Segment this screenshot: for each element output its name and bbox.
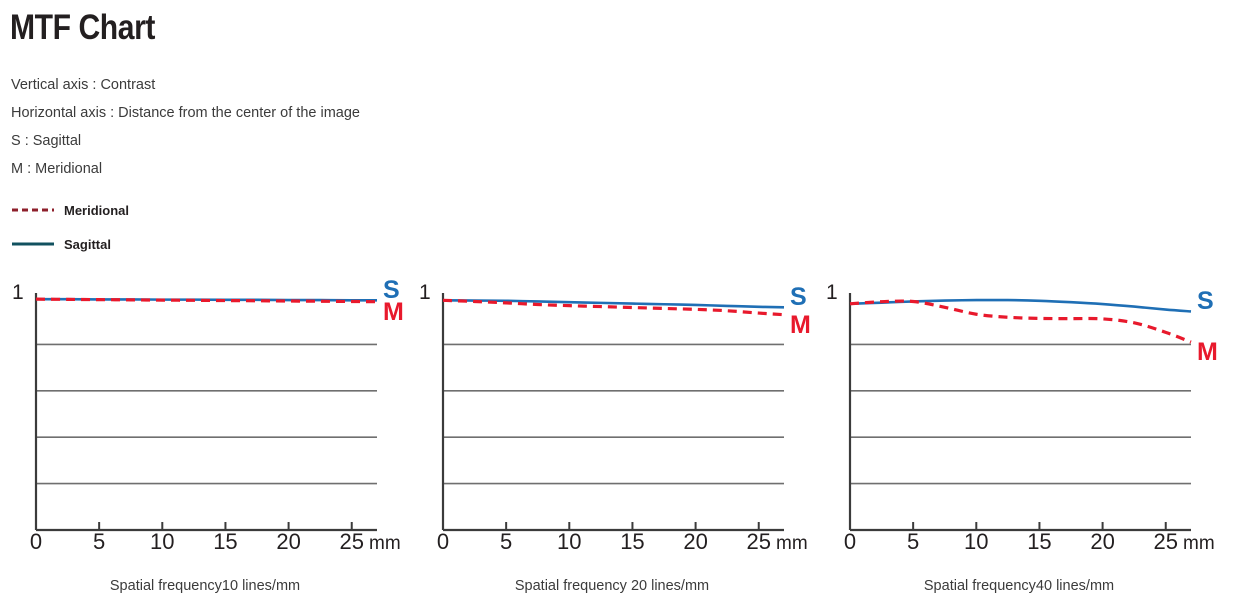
legend-label-meridional: Meridional	[64, 202, 130, 218]
x-tick-label: 10	[557, 529, 582, 554]
curve-tag-s: S	[383, 276, 400, 305]
x-tick-label: 25	[339, 529, 364, 554]
y-axis-max-label-1: 1	[12, 281, 24, 304]
plot-area-40-lines	[848, 293, 1192, 532]
legend-item-sagittal: Sagittal	[11, 236, 111, 252]
page-title: MTF Chart	[10, 8, 155, 47]
legend-item-meridional: Meridional	[11, 202, 129, 218]
x-axis-unit-label: mm	[1183, 533, 1215, 554]
x-tick-label: 5	[93, 529, 106, 554]
x-tick-label: 15	[1027, 529, 1052, 554]
y-axis-max-label-3: 1	[826, 281, 838, 304]
chart-caption-1: Spatial frequency10 lines/mm	[109, 578, 301, 594]
plot-area-10-lines	[34, 293, 378, 532]
x-axis-unit-label: mm	[369, 533, 401, 554]
x-tick-label: 0	[843, 529, 857, 554]
mtf-chart-20-lines: 1 Spatial frequency 20 lines/mm 0 5 10 15 20…	[407, 275, 817, 611]
mtf-chart-40-lines: 1 Spatial frequency40 lines/mm 0 5 10 15 20 2…	[814, 275, 1224, 611]
x-tick-label: 20	[683, 529, 708, 554]
curve-tag-m: M	[1197, 338, 1218, 367]
dashed-line-icon	[12, 208, 54, 212]
x-tick-label: 20	[1090, 529, 1115, 554]
legend-label-sagittal: Sagittal	[64, 236, 111, 252]
solid-line-icon	[12, 242, 54, 246]
curve-tag-s: S	[790, 283, 807, 312]
x-tick-label: 5	[500, 529, 513, 554]
x-tick-label: 15	[620, 529, 645, 554]
chart-caption-3: Spatial frequency40 lines/mm	[923, 578, 1115, 594]
x-tick-label: 5	[907, 529, 920, 554]
x-tick-label: 10	[150, 529, 175, 554]
x-tick-label: 10	[964, 529, 989, 554]
y-axis-max-label-2: 1	[419, 281, 431, 304]
x-tick-label: 25	[1153, 529, 1178, 554]
x-tick-label: 20	[276, 529, 301, 554]
curve-tag-s: S	[1197, 287, 1214, 316]
mtf-chart-10-lines: 1 Spatial frequency10 lines/mm 0 5 10 15 20 2…	[0, 275, 410, 611]
plot-area-20-lines	[441, 293, 785, 532]
curve-tag-m: M	[790, 310, 811, 339]
x-axis-unit-label: mm	[776, 533, 808, 554]
curve-tag-m: M	[383, 297, 404, 326]
note-horizontal-axis: Horizontal axis : Distance from the cent…	[11, 105, 360, 121]
x-tick-label: 25	[746, 529, 771, 554]
note-vertical-axis: Vertical axis : Contrast	[11, 77, 156, 93]
note-meridional: M : Meridional	[11, 161, 103, 177]
x-tick-label: 0	[29, 529, 43, 554]
x-tick-label: 0	[436, 529, 450, 554]
chart-caption-2: Spatial frequency 20 lines/mm	[514, 578, 710, 594]
note-sagittal: S : Sagittal	[11, 133, 82, 149]
x-tick-label: 15	[213, 529, 238, 554]
